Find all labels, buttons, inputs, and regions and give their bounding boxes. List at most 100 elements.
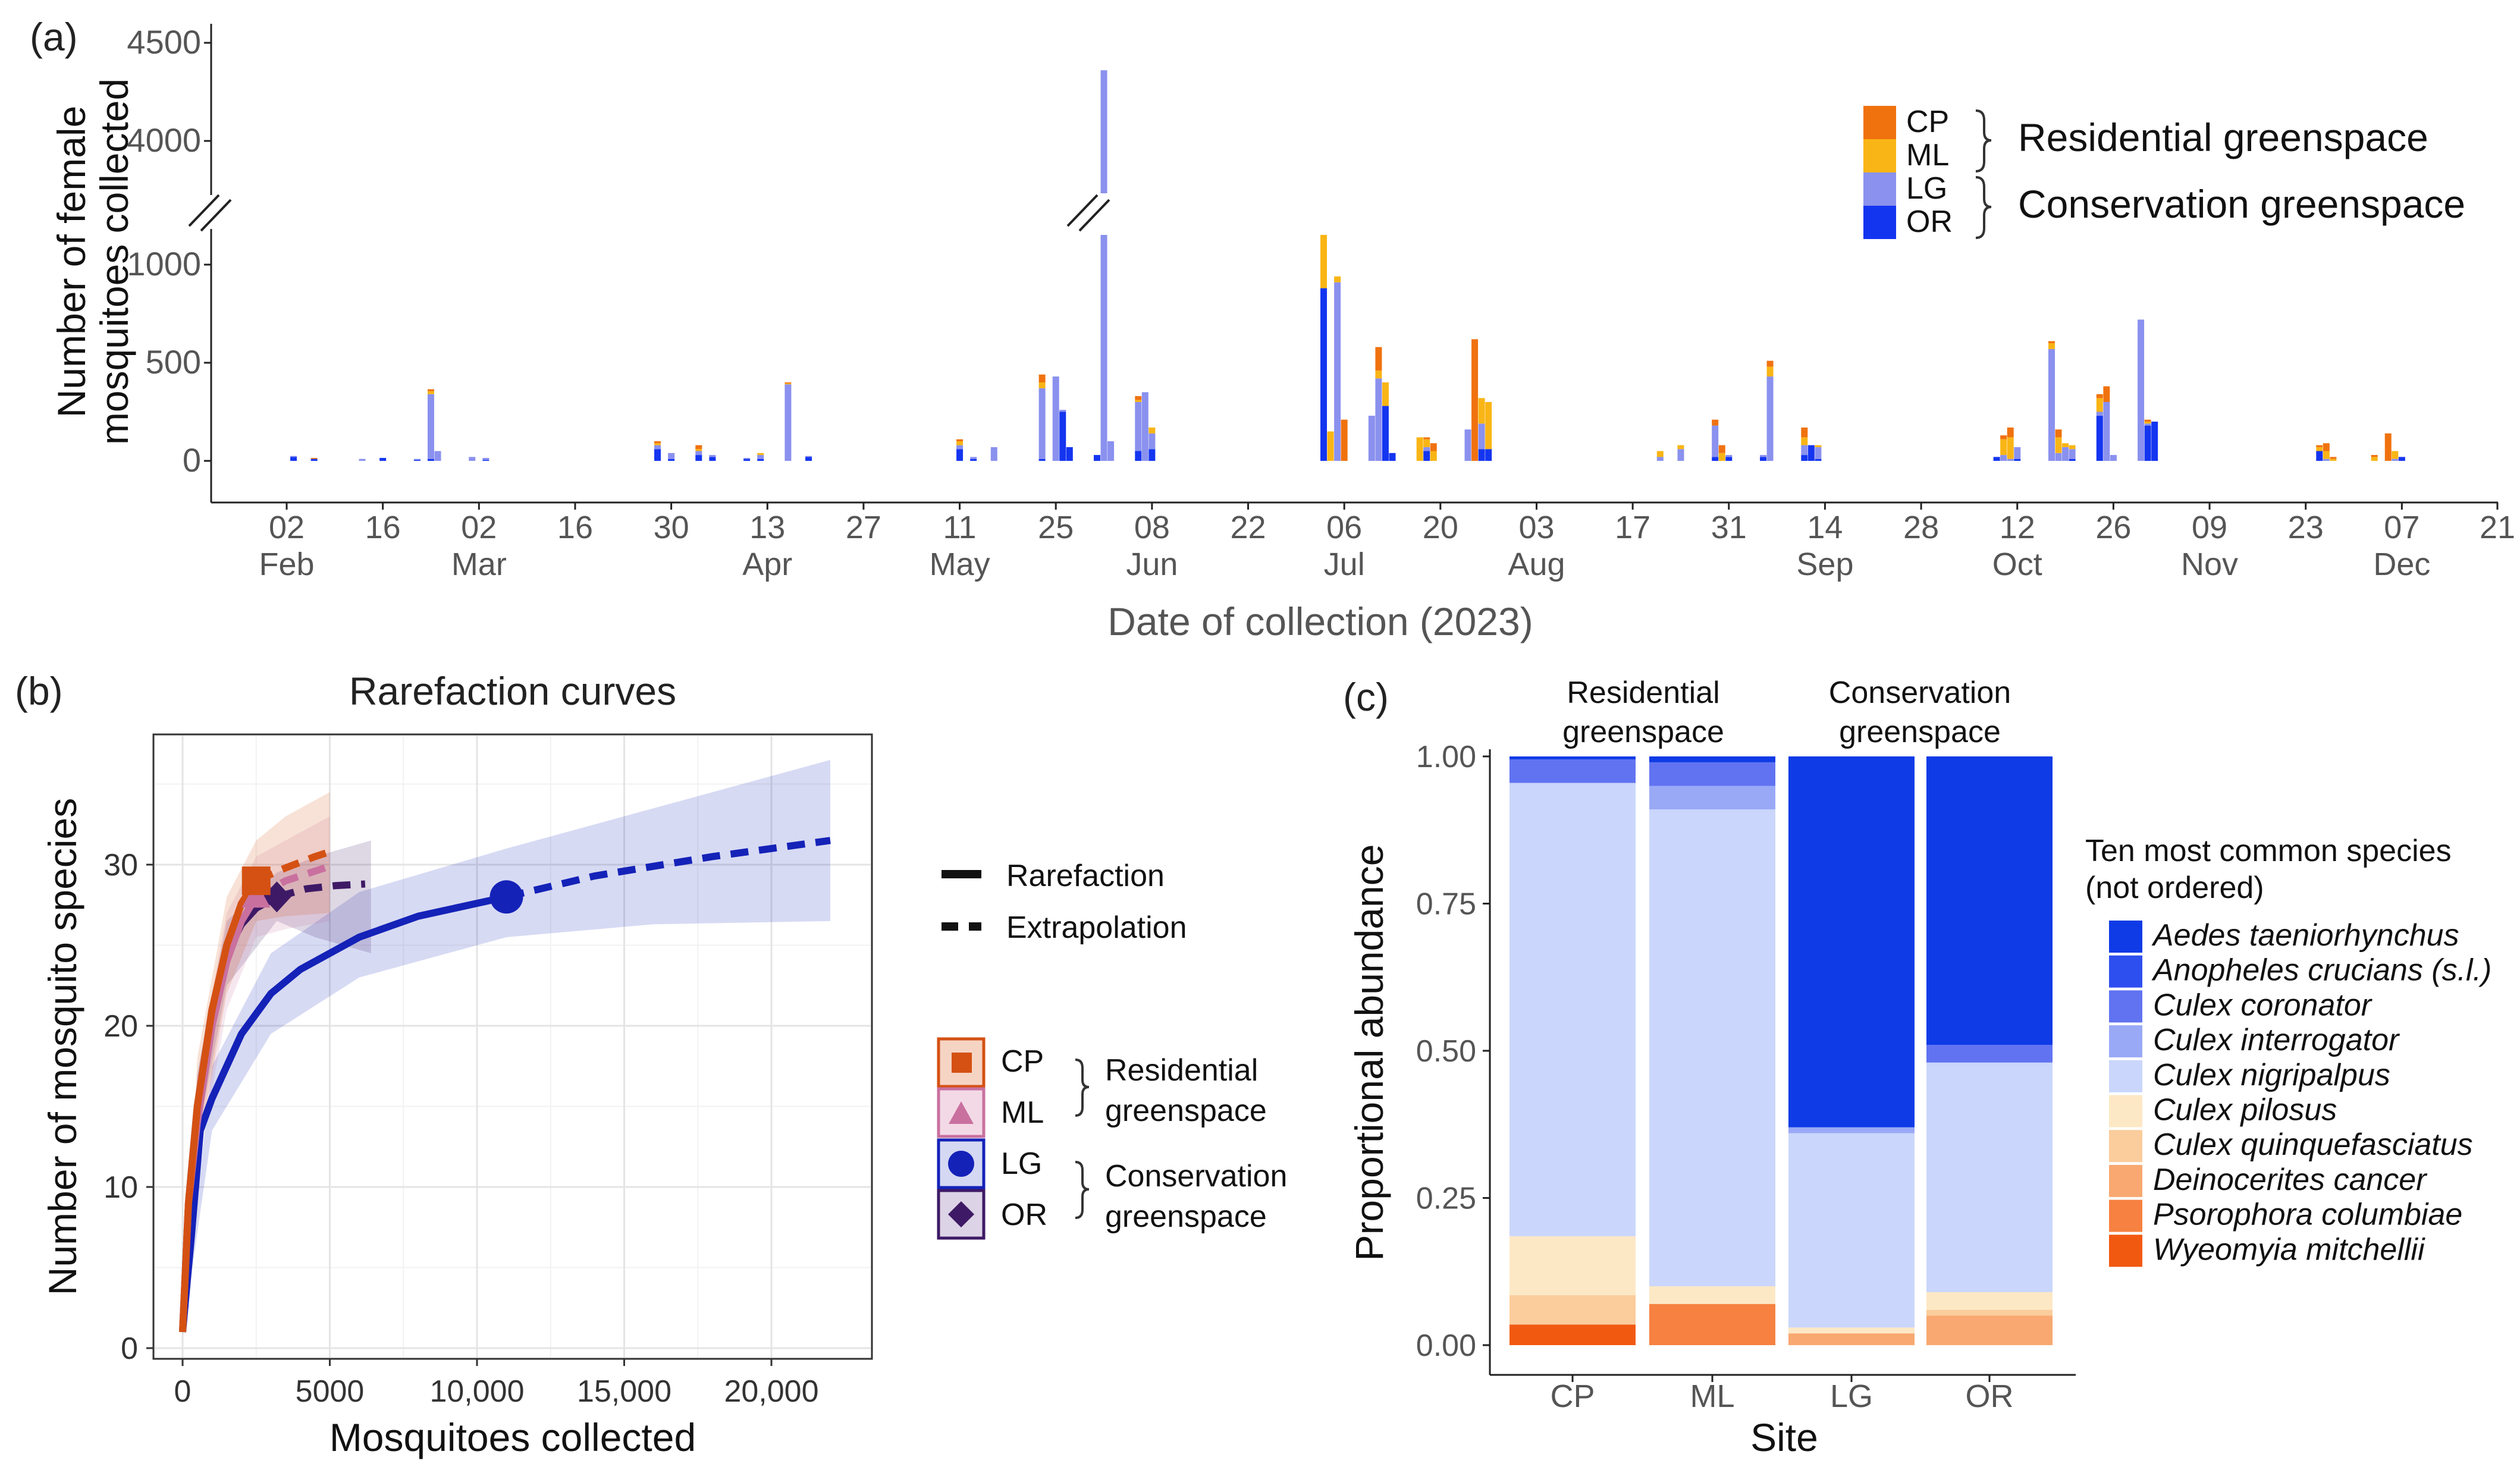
bar-lg [695, 451, 702, 456]
legend-species-label: Culex nigripalpus [2153, 1058, 2390, 1092]
bar-lg [2055, 453, 2062, 461]
bar-ml [1766, 366, 1774, 377]
bar-or [1807, 445, 1815, 461]
stack-segment [1788, 1133, 1915, 1328]
stack-segment [1649, 762, 1775, 786]
bar-cp [2096, 394, 2103, 398]
bar-lg [1423, 447, 1430, 451]
xtick-month: Feb [259, 547, 314, 582]
bar-lg [434, 451, 441, 461]
bar-or [1801, 455, 1808, 461]
stack-segment [1788, 1127, 1915, 1133]
legend-species-label: Culex pilosus [2153, 1093, 2337, 1127]
xtick-day: 26 [2095, 510, 2131, 545]
bar-lg [482, 458, 489, 460]
xtick-day: 28 [1903, 510, 1939, 545]
bar-lg-upper [1100, 70, 1107, 193]
xtick-month: Jun [1126, 547, 1178, 582]
legend-b-group1-line2: greenspace [1105, 1094, 1267, 1128]
legend-b-group1-line1: Residential [1105, 1053, 1258, 1088]
bar-cp [1341, 419, 1348, 461]
legend-swatch-or [1863, 206, 1896, 239]
legend-rarefaction-label: Rarefaction [1006, 859, 1165, 893]
stack-segment [1510, 1236, 1636, 1295]
legend-species-label: Anopheles crucians (s.l.) [2151, 953, 2491, 988]
panel-c: (c) Residential greenspace Conservation … [1343, 675, 2491, 1459]
bar-ml [1148, 427, 1156, 434]
bar-or [1059, 412, 1066, 461]
xtick-label: 0 [174, 1374, 192, 1409]
observed-point-cp [241, 866, 271, 896]
bar-or [956, 449, 964, 461]
xtick-label: 15,000 [577, 1374, 671, 1409]
legend-species-label: Deinocerites cancer [2153, 1163, 2428, 1197]
legend-b-or: OR [1001, 1198, 1047, 1232]
ytick-label: 0.50 [1416, 1034, 1476, 1069]
bar-lg [1760, 455, 1767, 457]
bar-ml [1038, 382, 1046, 388]
bar-lg [1766, 376, 1774, 461]
bar-or [1320, 288, 1328, 461]
ytick-label: 0.00 [1416, 1328, 1476, 1363]
legend-swatch [2109, 1130, 2142, 1163]
xtick-month: May [930, 547, 990, 582]
xtick-month: Aug [1508, 547, 1565, 582]
xtick-day: 11 [943, 510, 977, 545]
bar-lg [427, 394, 434, 459]
bar-lg [2069, 449, 2076, 459]
bar-or [1094, 455, 1101, 461]
legend-label-lg: LG [1906, 171, 1947, 206]
xtick-day: 17 [1615, 510, 1650, 545]
bar-lg [2144, 423, 2151, 426]
legend-c-title-line1: Ten most common species [2085, 834, 2452, 868]
stack-segment [1926, 1045, 2053, 1063]
stack-segment [1926, 1309, 2053, 1316]
bar-lg [1059, 410, 1066, 412]
bar-or [379, 458, 387, 461]
panel-a-ylabel-line1: Number of female [49, 106, 93, 418]
legend-species-label: Culex coronator [2153, 988, 2373, 1022]
legend-swatch [2109, 1060, 2142, 1092]
panel-a-ytick-0: 0 [183, 441, 201, 479]
xtick-label: 10,000 [429, 1374, 524, 1409]
bar-lg [1334, 282, 1341, 461]
legend-label-ml: ML [1906, 138, 1949, 172]
stack-segment [1649, 786, 1775, 810]
bar-or [743, 458, 751, 461]
bar-ml [695, 449, 702, 451]
bar-lg [1656, 457, 1664, 461]
bar-ml [2330, 458, 2337, 461]
bar-ml [1327, 431, 1334, 461]
bar-lg [2392, 458, 2399, 461]
xtick-day: 13 [749, 510, 785, 545]
bar-lg [469, 457, 476, 461]
legend-group-conservation: Conservation greenspace [2018, 182, 2465, 226]
bar-cp [1430, 443, 1437, 451]
bar-lg [654, 445, 661, 450]
bar-ml [1478, 398, 1485, 424]
legend-brace-residential [1975, 109, 1992, 172]
panel-a-xlabel: Date of collection (2023) [1107, 599, 1533, 643]
panel-b-site-legend: CP ML LG OR Residential greenspace Conse… [937, 1037, 1287, 1240]
stack-segment [1649, 1286, 1775, 1304]
panel-b: (b) Rarefaction curves 0 5000 10,000 15,000… [15, 669, 1287, 1459]
panel-b-points [241, 866, 523, 914]
bar-or [1135, 451, 1142, 461]
bar-cp [2055, 429, 2062, 438]
bar-ml [1135, 400, 1142, 402]
xtick-day: 02 [461, 510, 497, 545]
panel-b-linetype-legend: Rarefaction Extrapolation [942, 859, 1187, 945]
bar-lg [805, 456, 812, 457]
xtick-label: LG [1830, 1378, 1873, 1414]
bar-or [1423, 451, 1430, 461]
panel-b-plot-area [152, 733, 873, 1360]
stack-segment [1926, 1062, 2053, 1292]
bar-ml [784, 383, 792, 385]
stack-segment [1788, 756, 1915, 1127]
xtick-day: 06 [1326, 510, 1362, 545]
xtick-label: 20,000 [724, 1374, 818, 1409]
bar-cp [654, 441, 661, 444]
panel-a-ytick-500: 500 [146, 343, 201, 381]
